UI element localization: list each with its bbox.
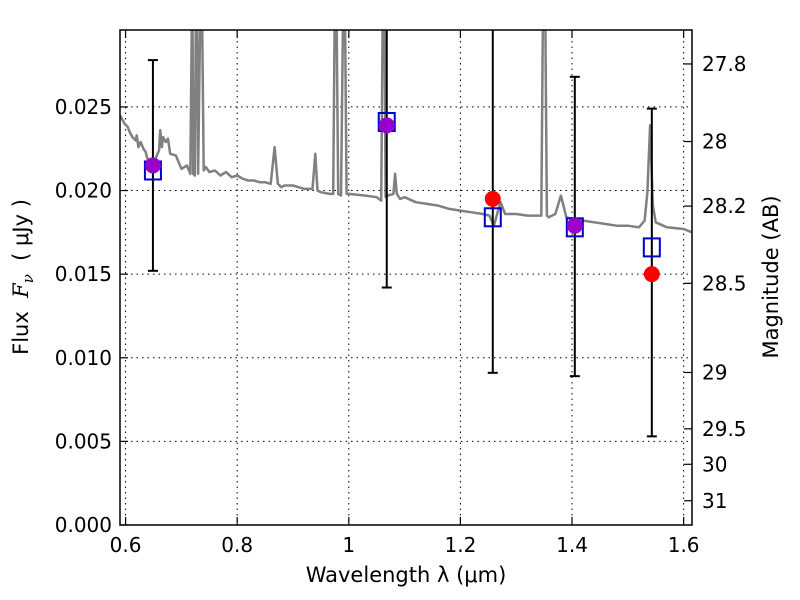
y-axis-title: Flux Fν ( μJy ) — [9, 199, 37, 355]
y-axis-title-prefix: Flux — [9, 298, 33, 355]
y-tick-label: 0.025 — [55, 95, 112, 119]
plot-frame — [119, 29, 693, 526]
y-axis-title-subscript: ν — [19, 274, 37, 283]
y-tick-label: 0.000 — [55, 513, 112, 537]
y2-tick-label: 27.8 — [702, 52, 747, 76]
y2-tick-label: 30 — [702, 452, 727, 476]
model-spectrum-line — [120, 30, 692, 234]
grid — [120, 30, 692, 526]
observed-point — [484, 190, 501, 207]
observed-point — [144, 157, 161, 174]
x-axis-ticks: 0.6 0.8 1 1.2 1.4 1.6 — [110, 30, 700, 557]
magnitude-axis-ticks: 27.8 28 28.2 28.5 29 29.5 30 31 — [684, 52, 747, 513]
model-band-fluxes — [143, 111, 661, 258]
x-tick-label: 1.4 — [556, 533, 588, 557]
y2-tick-label: 29.5 — [702, 417, 747, 441]
y-tick-label: 0.010 — [55, 346, 112, 370]
y-tick-label: 0.005 — [55, 429, 112, 453]
model-band-square — [642, 237, 661, 258]
y2-tick-label: 28.2 — [702, 194, 747, 218]
y-tick-label: 0.020 — [55, 179, 112, 203]
y2-tick-label: 29 — [702, 360, 727, 384]
x-axis-title: Wavelength λ (μm) — [306, 563, 507, 587]
y-axis-title-suffix: ( μJy ) — [9, 199, 33, 274]
x-tick-label: 0.6 — [110, 533, 142, 557]
x-tick-label: 1.6 — [668, 533, 700, 557]
x-tick-label: 1.2 — [445, 533, 477, 557]
observed-point — [378, 117, 395, 134]
y-axis-ticks: 0.000 0.005 0.010 0.015 0.020 0.025 — [55, 95, 128, 537]
y-tick-label: 0.015 — [55, 262, 112, 286]
model-band-square — [483, 207, 502, 228]
y2-tick-label: 28 — [702, 130, 727, 154]
observed-point — [643, 266, 660, 283]
observed-fluxes — [144, 117, 660, 283]
y-axis-title-symbol: F — [9, 282, 33, 299]
x-tick-label: 1 — [342, 533, 355, 557]
y2-tick-label: 28.5 — [702, 271, 747, 295]
y2-axis-title: Magnitude (AB) — [759, 195, 783, 358]
observed-point — [566, 217, 583, 234]
y2-tick-label: 31 — [702, 489, 727, 513]
x-tick-label: 0.8 — [221, 533, 253, 557]
